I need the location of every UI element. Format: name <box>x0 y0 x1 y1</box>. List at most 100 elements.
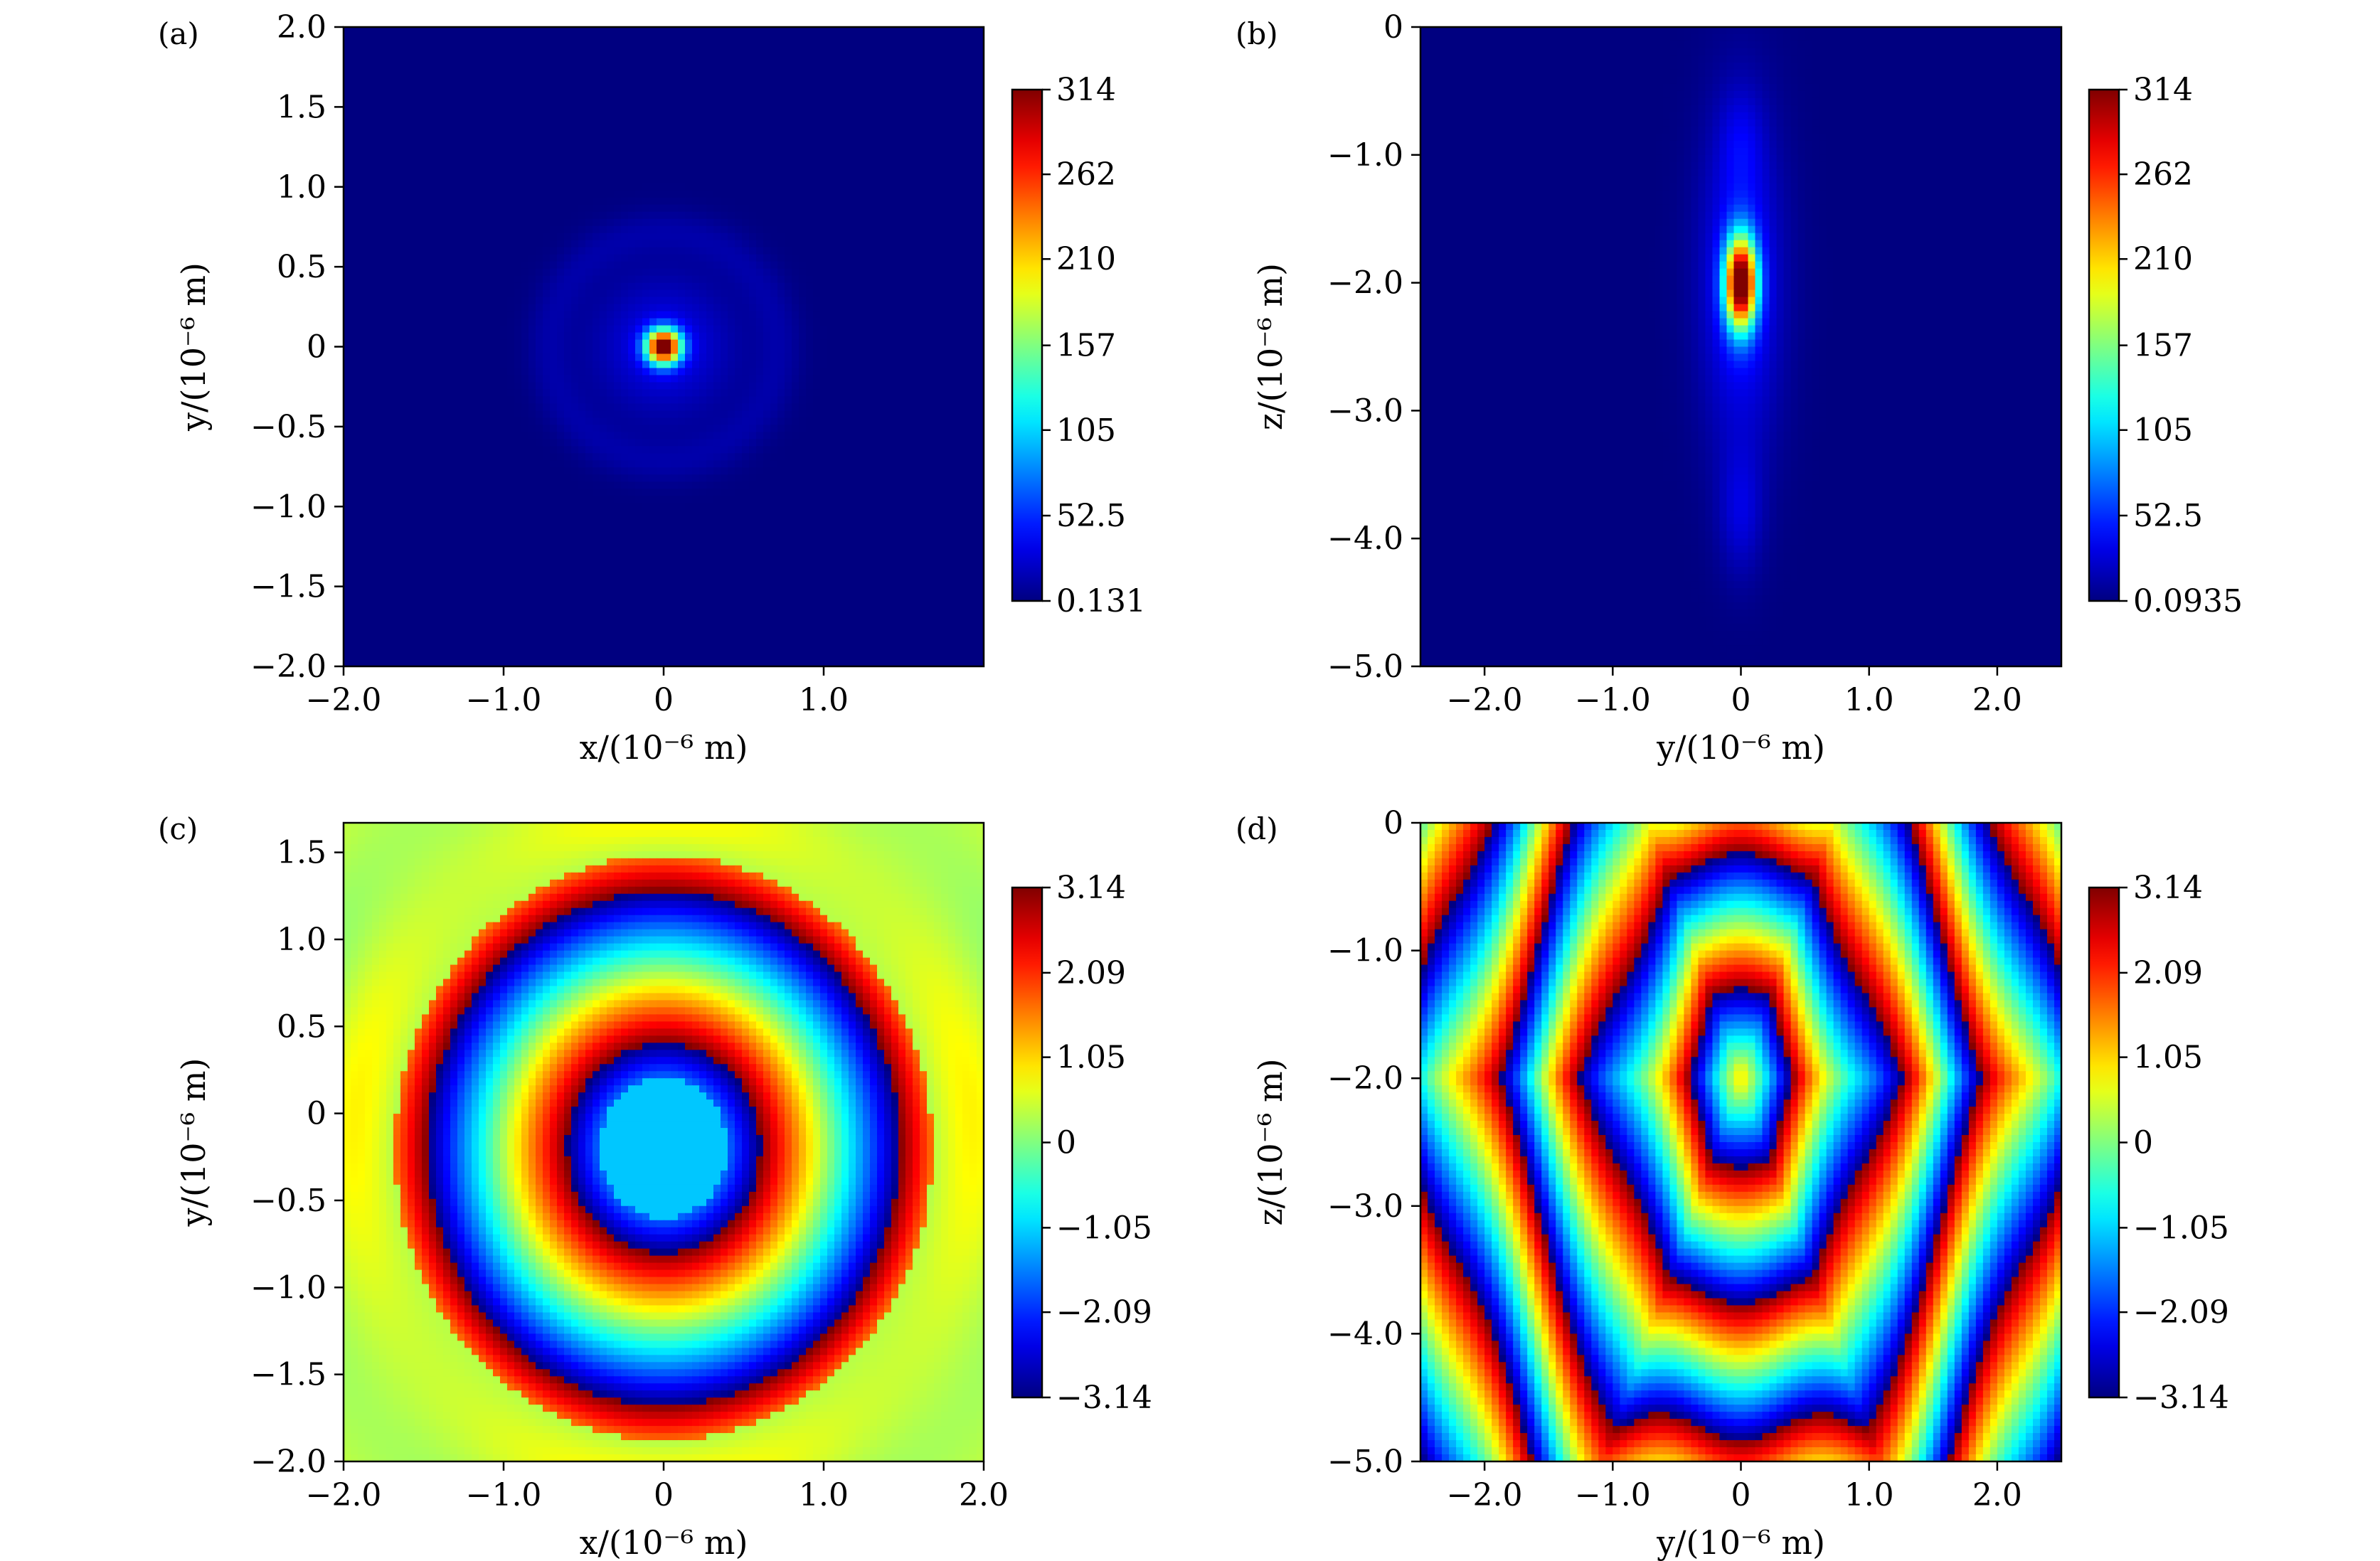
heatmap-cell <box>898 90 906 99</box>
heatmap-cell <box>600 382 607 390</box>
heatmap-cell <box>777 126 785 134</box>
heatmap-cell <box>344 375 351 383</box>
heatmap-cell <box>649 297 657 305</box>
heatmap-cell <box>820 27 828 35</box>
heatmap-cell <box>379 90 387 99</box>
heatmap-cell <box>400 76 408 85</box>
heatmap-cell <box>457 83 465 92</box>
heatmap-cell <box>813 325 821 334</box>
heatmap-cell <box>728 204 735 213</box>
heatmap-cell <box>393 275 401 284</box>
heatmap-cell <box>884 396 892 405</box>
heatmap-cell <box>920 33 928 42</box>
heatmap-cell <box>528 41 536 49</box>
heatmap-cell <box>614 268 622 277</box>
heatmap-cell <box>500 254 508 262</box>
heatmap-cell <box>870 304 878 312</box>
heatmap-cell <box>408 140 415 149</box>
heatmap-cell <box>977 268 984 277</box>
heatmap-cell <box>806 339 814 348</box>
heatmap-cell <box>905 55 913 63</box>
heatmap-cell <box>536 190 543 198</box>
heatmap-cell <box>415 311 423 319</box>
heatmap-cell <box>834 41 842 49</box>
heatmap-cell <box>706 225 714 234</box>
heatmap-cell <box>770 190 778 198</box>
heatmap-cell <box>863 112 871 120</box>
heatmap-cell <box>827 396 835 405</box>
heatmap-cell <box>493 161 501 170</box>
heatmap-cell <box>642 346 650 355</box>
heatmap-cell <box>941 410 949 419</box>
heatmap-cell <box>657 41 664 49</box>
heatmap-cell <box>806 133 814 142</box>
heatmap-cell <box>948 339 956 348</box>
heatmap-cell <box>920 133 928 142</box>
heatmap-cell <box>657 154 664 163</box>
heatmap-cell <box>521 83 529 92</box>
heatmap-cell <box>913 410 920 419</box>
heatmap-cell <box>557 218 565 227</box>
heatmap-cell <box>415 112 423 120</box>
heatmap-cell <box>557 225 565 234</box>
heatmap-cell <box>955 197 963 206</box>
heatmap-cell <box>792 261 799 270</box>
heatmap-cell <box>415 375 423 383</box>
heatmap-cell <box>351 297 358 305</box>
heatmap-cell <box>941 176 949 184</box>
heatmap-cell <box>521 382 529 390</box>
heatmap-cell <box>550 112 558 120</box>
heatmap-cell <box>863 133 871 142</box>
heatmap-cell <box>735 105 743 113</box>
heatmap-cell <box>948 396 956 405</box>
heatmap-cell <box>536 304 543 312</box>
heatmap-cell <box>692 161 700 170</box>
heatmap-cell <box>372 76 380 85</box>
heatmap-cell <box>870 169 878 177</box>
heatmap-cell <box>749 247 757 255</box>
heatmap-cell <box>735 282 743 291</box>
heatmap-cell <box>884 410 892 419</box>
heatmap-cell <box>585 97 593 106</box>
heatmap-cell <box>834 126 842 134</box>
heatmap-cell <box>600 147 607 156</box>
heatmap-cell <box>792 154 799 163</box>
heatmap-cell <box>927 346 935 355</box>
heatmap-cell <box>593 403 600 412</box>
heatmap-cell <box>514 247 522 255</box>
heatmap-cell <box>393 247 401 255</box>
heatmap-cell <box>841 297 849 305</box>
heatmap-cell <box>500 211 508 220</box>
heatmap-cell <box>393 183 401 191</box>
heatmap-cell <box>628 261 636 270</box>
heatmap-cell <box>422 119 430 127</box>
heatmap-cell <box>735 297 743 305</box>
heatmap-cell <box>841 55 849 63</box>
heatmap-cell <box>955 112 963 120</box>
heatmap-cell <box>785 325 792 334</box>
heatmap-cell <box>799 318 807 326</box>
heatmap-cell <box>820 154 828 163</box>
heatmap-cell <box>806 268 814 277</box>
heatmap-cell <box>742 169 750 177</box>
heatmap-cell <box>585 105 593 113</box>
heatmap-cell <box>450 353 458 362</box>
heatmap-cell <box>450 339 458 348</box>
heatmap-cell <box>344 69 351 78</box>
heatmap-cell <box>472 368 479 376</box>
heatmap-cell <box>948 154 956 163</box>
heatmap-cell <box>507 268 515 277</box>
heatmap-cell <box>521 55 529 63</box>
heatmap-cell <box>408 211 415 220</box>
heatmap-cell <box>372 69 380 78</box>
heatmap-cell <box>422 247 430 255</box>
heatmap-cell <box>841 346 849 355</box>
heatmap-cell <box>664 176 671 184</box>
heatmap-cell <box>749 240 757 248</box>
heatmap-cell <box>415 240 423 248</box>
heatmap-cell <box>422 304 430 312</box>
heatmap-cell <box>969 247 977 255</box>
heatmap-cell <box>877 389 885 398</box>
heatmap-cell <box>600 154 607 163</box>
heatmap-cell <box>607 361 615 369</box>
